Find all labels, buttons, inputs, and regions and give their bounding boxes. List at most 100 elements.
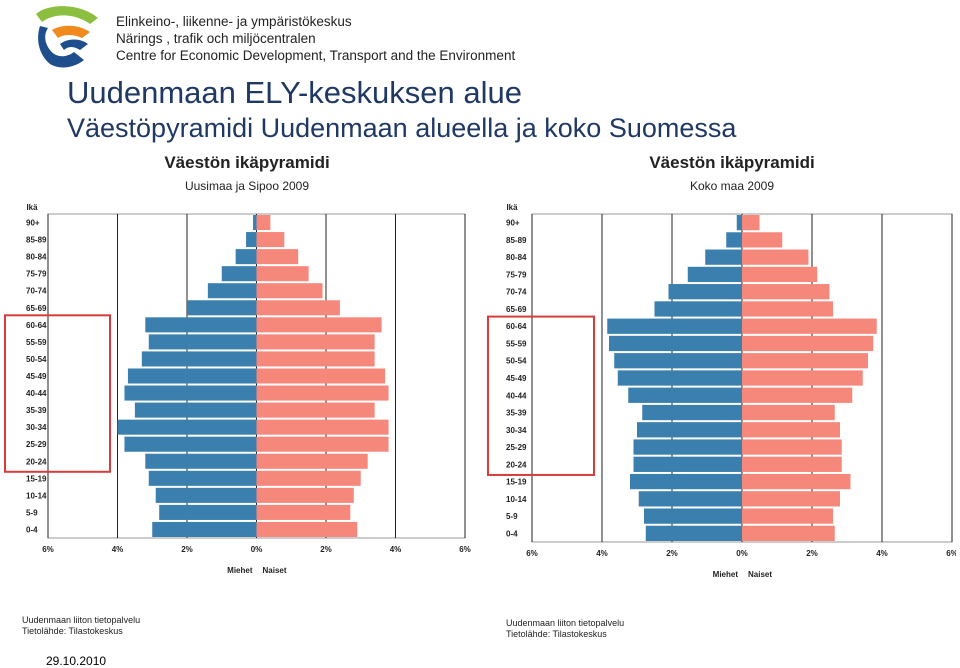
bar-women-80-84: [742, 249, 809, 265]
bar-men-0-4: [645, 525, 742, 541]
age-tick-label: 20-24: [506, 460, 527, 469]
legend-label-men: Miehet: [713, 570, 739, 578]
age-tick-label: 55-59: [506, 339, 527, 348]
bar-men-15-19: [148, 470, 257, 486]
bar-women-0-4: [742, 525, 835, 541]
bar-men-50-54: [141, 351, 257, 367]
age-tick-label: 35-39: [506, 409, 527, 418]
bar-men-80-84: [705, 249, 742, 265]
legend-label-men: Miehet: [227, 566, 253, 575]
source-note-left: Uudenmaan liiton tietopalvelu Tietolähde…: [22, 615, 140, 637]
bar-men-45-49: [617, 370, 742, 386]
bar-men-55-59: [609, 335, 742, 352]
bar-men-75-79: [221, 266, 257, 282]
bar-men-55-59: [148, 334, 257, 350]
x-tick-label: 0%: [251, 545, 263, 554]
x-tick-label: 2%: [320, 545, 332, 554]
bar-men-10-14: [638, 491, 742, 507]
bar-men-30-34: [637, 422, 742, 438]
age-tick-label: 15-19: [506, 478, 527, 487]
ely-centre-logo-icon: [36, 6, 98, 68]
slide-title: Uudenmaan ELY-keskuksen alue: [67, 75, 522, 110]
age-tick-label: 60-64: [26, 321, 47, 330]
y-axis-label: Ikä: [506, 203, 518, 212]
population-pyramid-finland: Väestön ikäpyramidi Koko maa 2009 Ikä 90+ 85…: [484, 148, 956, 578]
age-tick-label: 90+: [506, 219, 520, 228]
bar-men-70-74: [207, 283, 257, 299]
population-pyramid-uusimaa: Väestön ikäpyramidi Uusimaa ja Sipoo 2009…: [0, 148, 476, 578]
bar-men-5-9: [644, 508, 742, 524]
bar-men-30-34: [117, 419, 257, 435]
bar-men-85-89: [246, 232, 257, 248]
bar-women-25-29: [742, 439, 842, 455]
x-tick-label: 4%: [390, 545, 402, 554]
x-tick-label: 6%: [526, 549, 538, 558]
pyramid-svg: Väestön ikäpyramidi Koko maa 2009 Ikä 90+ 85…: [487, 153, 956, 578]
x-tick-label: 4%: [596, 549, 608, 558]
slide-subtitle: Väestöpyramidi Uudenmaan alueella ja kok…: [67, 113, 737, 143]
bar-men-40-44: [124, 385, 257, 401]
chart-subtitle: Koko maa 2009: [690, 179, 774, 193]
source-line: Uudenmaan liiton tietopalvelu: [22, 615, 141, 625]
organization-name: Elinkeino-, liikenne- ja ympäristökeskus…: [116, 13, 515, 64]
bar-women-40-44: [256, 385, 389, 401]
bar-women-85-89: [256, 232, 285, 248]
bar-women-75-79: [256, 266, 309, 282]
bar-men-85-89: [726, 232, 742, 248]
age-tick-label: 75-79: [506, 270, 527, 279]
age-tick-label: 85-89: [26, 236, 47, 245]
bar-women-70-74: [742, 284, 830, 300]
slide-date: 29.10.2010: [46, 654, 107, 668]
bar-women-30-34: [256, 419, 389, 435]
pyramid-svg: Väestön ikäpyramidi Uusimaa ja Sipoo 2009…: [4, 153, 471, 575]
age-tick-label: 0-4: [506, 529, 518, 538]
x-tick-label: 2%: [181, 545, 193, 554]
x-tick-label: 4%: [876, 549, 888, 558]
bar-women-80-84: [256, 249, 299, 265]
x-tick-label: 0%: [736, 549, 748, 558]
bar-women-90+: [742, 215, 760, 231]
bar-women-85-89: [742, 232, 783, 248]
y-axis-label: Ikä: [26, 203, 38, 212]
highlight-box: [487, 315, 595, 476]
bar-women-25-29: [256, 436, 389, 452]
bar-women-40-44: [742, 387, 853, 403]
age-tick-label: 70-74: [26, 287, 47, 296]
x-tick-label: 6%: [946, 549, 956, 558]
bar-women-35-39: [256, 402, 375, 418]
age-tick-label: 20-24: [26, 457, 47, 466]
age-tick-label: 80-84: [26, 253, 47, 262]
age-tick-label: 0-4: [26, 525, 38, 534]
x-tick-label: 4%: [112, 545, 124, 554]
chart-title: Väestön ikäpyramidi: [164, 153, 329, 172]
bar-women-75-79: [742, 266, 818, 283]
bar-women-55-59: [256, 334, 375, 350]
age-tick-label: 25-29: [506, 443, 527, 452]
bar-women-15-19: [256, 470, 361, 486]
bar-women-0-4: [256, 521, 358, 537]
age-tick-label: 65-69: [506, 305, 527, 314]
bar-women-20-24: [742, 456, 842, 472]
bar-women-5-9: [742, 508, 833, 524]
bar-men-15-19: [630, 473, 742, 490]
org-name-en: Centre for Economic Development, Transpo…: [116, 48, 516, 63]
age-tick-label: 75-79: [26, 270, 47, 279]
org-name-fi: Elinkeino-, liikenne- ja ympäristökeskus: [116, 14, 352, 29]
bar-women-90+: [256, 215, 271, 231]
age-tick-label: 15-19: [26, 474, 47, 483]
bar-men-70-74: [668, 284, 742, 300]
bar-women-65-69: [256, 300, 340, 316]
source-line: Tietolähde: Tilastokeskus: [506, 629, 607, 639]
org-name-sv: Närings , trafik och miljöcentralen: [116, 31, 316, 46]
age-tick-label: 30-34: [506, 426, 527, 435]
highlight-box: [4, 314, 111, 473]
bar-men-60-64: [607, 318, 742, 334]
chart-subtitle: Uusimaa ja Sipoo 2009: [185, 179, 309, 193]
age-tick-label: 70-74: [506, 288, 527, 297]
age-tick-label: 55-59: [26, 338, 47, 347]
legend-label-women: Naiset: [263, 566, 287, 575]
bar-women-20-24: [256, 453, 368, 469]
x-tick-label: 6%: [42, 545, 54, 554]
bar-women-70-74: [256, 283, 323, 299]
bar-women-15-19: [742, 473, 851, 490]
